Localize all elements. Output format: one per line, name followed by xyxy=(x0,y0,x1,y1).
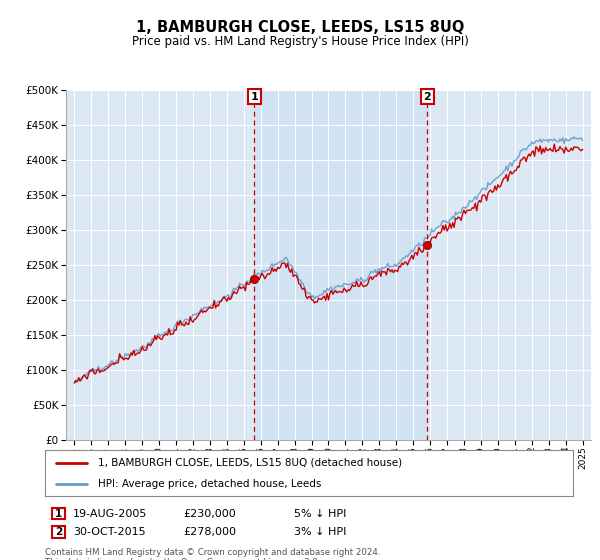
Text: £278,000: £278,000 xyxy=(183,527,236,537)
Text: Contains HM Land Registry data © Crown copyright and database right 2024.
This d: Contains HM Land Registry data © Crown c… xyxy=(45,548,380,560)
Text: 2: 2 xyxy=(55,527,62,537)
Text: Price paid vs. HM Land Registry's House Price Index (HPI): Price paid vs. HM Land Registry's House … xyxy=(131,35,469,48)
Text: 5% ↓ HPI: 5% ↓ HPI xyxy=(294,508,346,519)
Text: 1, BAMBURGH CLOSE, LEEDS, LS15 8UQ (detached house): 1, BAMBURGH CLOSE, LEEDS, LS15 8UQ (deta… xyxy=(98,458,402,468)
Text: £230,000: £230,000 xyxy=(183,508,236,519)
Text: 3% ↓ HPI: 3% ↓ HPI xyxy=(294,527,346,537)
Text: 1: 1 xyxy=(55,508,62,519)
Text: HPI: Average price, detached house, Leeds: HPI: Average price, detached house, Leed… xyxy=(98,479,321,489)
Bar xyxy=(254,90,427,440)
Text: 30-OCT-2015: 30-OCT-2015 xyxy=(73,527,146,537)
Text: 19-AUG-2005: 19-AUG-2005 xyxy=(73,508,148,519)
Text: 2: 2 xyxy=(424,92,431,101)
Text: 1: 1 xyxy=(251,92,259,101)
Text: 1, BAMBURGH CLOSE, LEEDS, LS15 8UQ: 1, BAMBURGH CLOSE, LEEDS, LS15 8UQ xyxy=(136,20,464,35)
